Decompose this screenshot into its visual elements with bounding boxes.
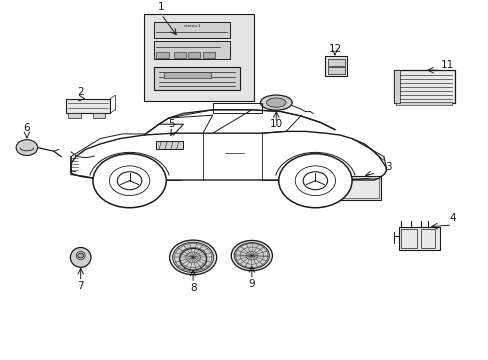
Bar xyxy=(342,178,378,198)
Text: 3: 3 xyxy=(385,162,391,172)
Circle shape xyxy=(93,154,166,208)
Circle shape xyxy=(169,240,216,275)
Text: 9: 9 xyxy=(248,279,255,289)
Bar xyxy=(327,59,344,66)
Bar xyxy=(212,103,261,113)
Ellipse shape xyxy=(266,98,285,107)
Bar xyxy=(144,14,254,101)
Text: 11: 11 xyxy=(440,60,453,70)
Bar xyxy=(156,141,183,149)
Text: 5: 5 xyxy=(167,119,174,129)
Bar xyxy=(188,52,200,58)
Bar xyxy=(400,229,416,248)
Bar xyxy=(68,113,81,118)
Circle shape xyxy=(172,242,213,273)
Ellipse shape xyxy=(70,248,91,267)
Bar xyxy=(393,70,399,103)
Circle shape xyxy=(109,166,149,195)
Circle shape xyxy=(234,243,269,269)
Bar xyxy=(156,52,168,58)
Text: 6: 6 xyxy=(23,123,30,133)
Bar xyxy=(325,56,346,76)
Ellipse shape xyxy=(260,95,291,110)
Bar xyxy=(154,41,229,59)
Circle shape xyxy=(295,166,335,195)
Circle shape xyxy=(78,253,83,258)
Circle shape xyxy=(16,140,38,156)
Circle shape xyxy=(278,154,351,208)
Text: 2: 2 xyxy=(77,87,84,97)
Bar xyxy=(154,67,239,90)
Bar xyxy=(327,67,344,74)
Text: 1: 1 xyxy=(158,2,164,12)
Bar xyxy=(173,52,185,58)
Bar xyxy=(203,52,215,58)
Bar xyxy=(339,176,381,200)
Bar xyxy=(420,229,434,248)
Text: 12: 12 xyxy=(327,44,341,54)
Bar xyxy=(393,70,454,103)
Bar xyxy=(395,102,451,105)
Bar xyxy=(66,99,110,113)
Bar xyxy=(398,227,439,250)
Bar xyxy=(93,113,105,118)
Text: 8: 8 xyxy=(189,283,196,293)
Circle shape xyxy=(231,240,272,271)
Text: 4: 4 xyxy=(448,213,455,223)
Text: stereo 1: stereo 1 xyxy=(183,24,200,28)
Text: 7: 7 xyxy=(77,281,84,291)
Bar xyxy=(163,72,210,78)
Circle shape xyxy=(303,172,327,190)
Bar xyxy=(154,22,229,38)
Circle shape xyxy=(117,172,142,190)
Text: 10: 10 xyxy=(269,119,282,129)
